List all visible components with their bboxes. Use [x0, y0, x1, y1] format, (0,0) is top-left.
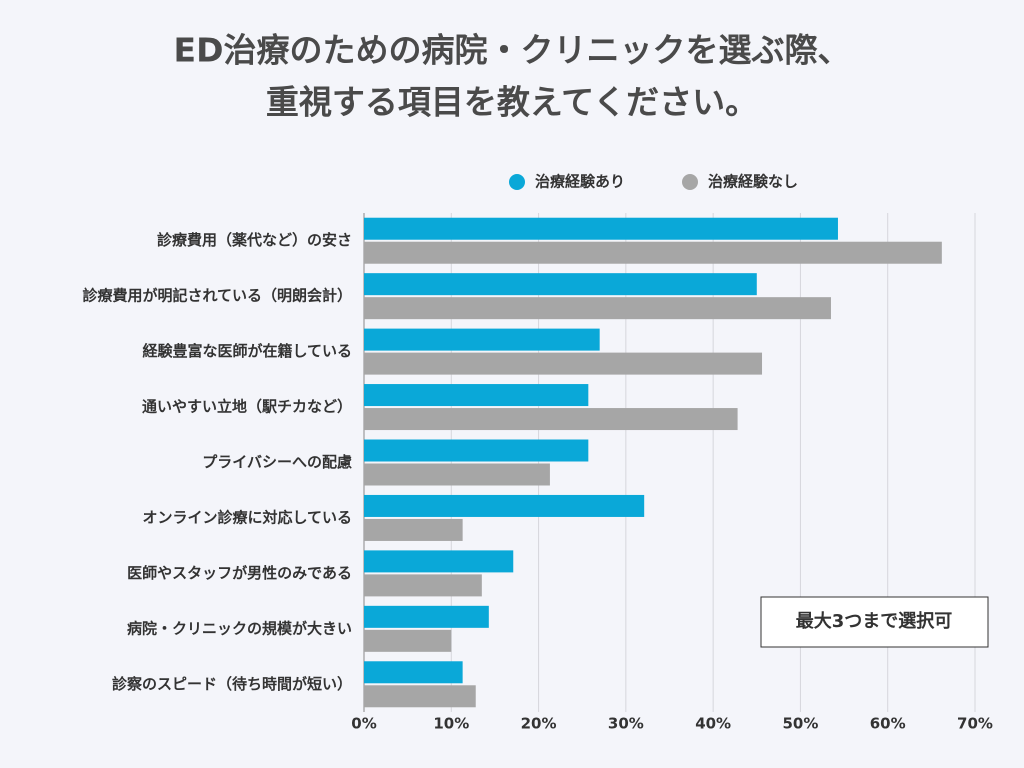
bar: [364, 273, 757, 296]
chart-title: ED治療のための病院・クリニックを選ぶ際、: [174, 31, 851, 70]
bar: [364, 297, 831, 320]
bar: [364, 629, 452, 652]
y-tick-label: 医師やスタッフが男性のみである: [127, 564, 352, 582]
legend-label: 治療経験なし: [708, 173, 798, 191]
annotation: 最大3つまで選択可: [796, 610, 953, 632]
x-tick-label: 30%: [608, 715, 644, 733]
legend-marker: [509, 174, 525, 190]
x-tick-label: 40%: [695, 715, 731, 733]
bar: [364, 352, 763, 375]
bar: [364, 384, 589, 407]
y-tick-label: 診療費用（薬代など）の安さ: [157, 231, 352, 249]
y-tick-label: オンライン診療に対応している: [142, 508, 352, 526]
x-tick-label: 0%: [351, 715, 376, 733]
x-tick-label: 20%: [521, 715, 557, 733]
x-tick-label: 10%: [433, 715, 469, 733]
annotation-box: [760, 596, 989, 648]
bar: [364, 217, 838, 240]
bar: [364, 328, 600, 351]
y-tick-label: プライバシーへの配慮: [202, 453, 352, 471]
bar: [364, 439, 589, 462]
bar: [364, 605, 489, 628]
bar: [364, 494, 645, 517]
bar: [364, 661, 463, 684]
legend-marker: [682, 174, 698, 190]
x-tick-label: 60%: [870, 715, 906, 733]
y-tick-label: 経験豊富な医師が在籍している: [142, 342, 352, 360]
y-tick-label: 診療費用が明記されている（明朗会計）: [82, 287, 352, 305]
x-tick-label: 70%: [957, 715, 993, 733]
legend-label: 治療経験あり: [535, 173, 625, 191]
bar: [364, 408, 738, 431]
chart-title: 重視する項目を教えてください。: [266, 83, 758, 122]
y-tick-label: 通いやすい立地（駅チカなど）: [142, 398, 352, 416]
x-tick-label: 50%: [782, 715, 818, 733]
bar: [364, 685, 476, 708]
bar: [364, 241, 942, 264]
bar: [364, 550, 514, 573]
bar: [364, 518, 463, 541]
y-tick-label: 診察のスピード（待ち時間が短い）: [112, 675, 352, 693]
y-tick-label: 病院・クリニックの規模が大きい: [127, 619, 352, 637]
bar: [364, 574, 482, 597]
bar: [364, 463, 550, 486]
